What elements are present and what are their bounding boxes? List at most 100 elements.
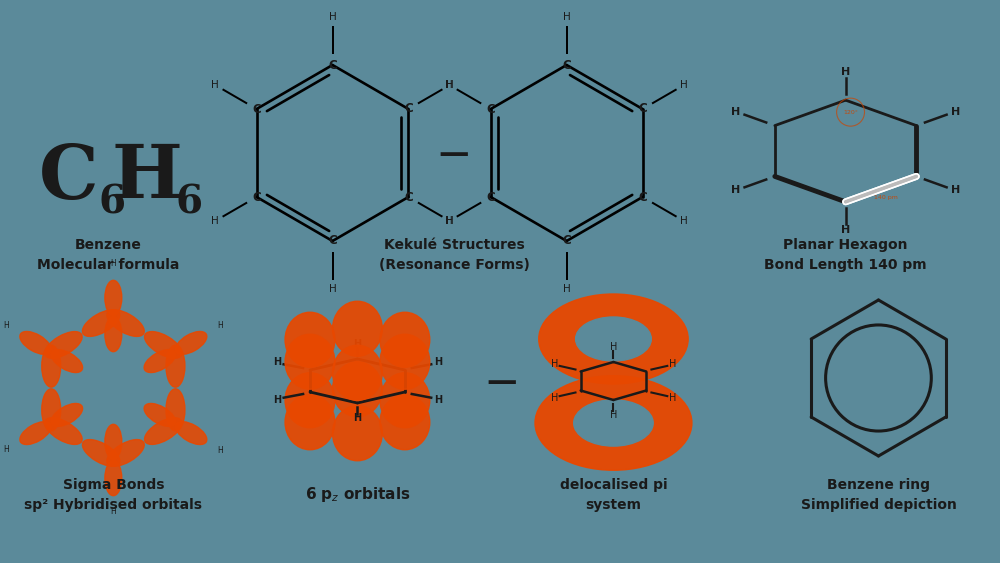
Text: H: H — [353, 338, 361, 348]
Text: H: H — [110, 507, 116, 516]
Text: H: H — [111, 141, 182, 215]
Text: Benzene
Molecular formula: Benzene Molecular formula — [37, 238, 180, 272]
Ellipse shape — [285, 334, 335, 389]
Text: 120°: 120° — [843, 110, 858, 115]
Ellipse shape — [539, 294, 688, 384]
Text: H: H — [329, 284, 336, 294]
Ellipse shape — [144, 350, 175, 373]
Text: C: C — [328, 235, 337, 248]
Text: C: C — [638, 190, 647, 203]
Text: C: C — [486, 190, 495, 203]
Ellipse shape — [105, 461, 122, 495]
Text: H: H — [445, 80, 453, 90]
Text: H: H — [273, 395, 281, 405]
Ellipse shape — [380, 334, 430, 389]
Ellipse shape — [51, 350, 83, 373]
Text: C: C — [486, 102, 495, 115]
Text: 6: 6 — [98, 184, 126, 222]
Ellipse shape — [42, 389, 61, 431]
Ellipse shape — [82, 310, 120, 337]
Text: H: H — [610, 410, 617, 420]
Ellipse shape — [45, 418, 82, 444]
Text: Benzene ring
Simplified depiction: Benzene ring Simplified depiction — [801, 478, 956, 512]
Ellipse shape — [42, 345, 61, 387]
Text: H: H — [217, 321, 223, 330]
Text: H: H — [434, 395, 442, 405]
Ellipse shape — [285, 395, 335, 450]
Text: —: — — [439, 138, 469, 168]
Ellipse shape — [144, 404, 175, 426]
Text: H: H — [551, 393, 558, 403]
Ellipse shape — [333, 406, 382, 461]
Ellipse shape — [82, 440, 120, 466]
Ellipse shape — [285, 312, 335, 367]
Ellipse shape — [175, 332, 207, 354]
Text: H: H — [841, 67, 850, 77]
Text: —: — — [487, 367, 517, 395]
Ellipse shape — [20, 422, 51, 445]
Text: H: H — [680, 80, 688, 90]
Ellipse shape — [535, 376, 692, 470]
Text: delocalised pi
system: delocalised pi system — [560, 478, 667, 512]
Ellipse shape — [380, 373, 430, 428]
Text: H: H — [841, 225, 850, 235]
Ellipse shape — [105, 280, 122, 315]
Ellipse shape — [175, 422, 207, 445]
Ellipse shape — [51, 404, 83, 426]
Ellipse shape — [333, 301, 382, 356]
Text: C: C — [39, 141, 98, 215]
Text: H: H — [3, 321, 9, 330]
Ellipse shape — [333, 345, 382, 400]
Ellipse shape — [333, 362, 382, 417]
Text: C: C — [252, 190, 261, 203]
Text: H: H — [669, 359, 676, 369]
Text: C: C — [562, 235, 571, 248]
Text: H: H — [3, 445, 9, 454]
Ellipse shape — [107, 440, 144, 466]
Ellipse shape — [576, 317, 651, 361]
Text: H: H — [329, 12, 336, 21]
Text: H: H — [445, 216, 453, 226]
Ellipse shape — [105, 317, 122, 352]
Text: H: H — [110, 260, 116, 269]
Ellipse shape — [166, 389, 185, 431]
Text: C: C — [252, 102, 261, 115]
Text: 140 pm: 140 pm — [874, 195, 898, 200]
Ellipse shape — [166, 345, 185, 387]
Text: H: H — [551, 359, 558, 369]
Text: H: H — [680, 216, 688, 226]
Ellipse shape — [105, 425, 122, 459]
Text: Sigma Bonds
sp² Hybridised orbitals: Sigma Bonds sp² Hybridised orbitals — [24, 478, 202, 512]
Text: H: H — [610, 342, 617, 352]
Text: H: H — [446, 216, 454, 226]
Ellipse shape — [574, 400, 653, 446]
Text: C: C — [404, 190, 413, 203]
Text: 6 p$_z$ orbitals: 6 p$_z$ orbitals — [305, 485, 410, 504]
Text: H: H — [217, 445, 223, 454]
Ellipse shape — [145, 332, 182, 358]
Text: H: H — [951, 106, 960, 117]
Text: H: H — [669, 393, 676, 403]
Text: 6: 6 — [175, 184, 202, 222]
Ellipse shape — [380, 312, 430, 367]
Text: H: H — [446, 80, 454, 90]
Ellipse shape — [45, 332, 82, 358]
Text: H: H — [731, 106, 741, 117]
Text: H: H — [563, 12, 571, 21]
Text: C: C — [562, 59, 571, 72]
Text: H: H — [353, 413, 361, 423]
Text: H: H — [434, 358, 442, 367]
Text: H: H — [273, 358, 281, 367]
Text: H: H — [211, 216, 219, 226]
Ellipse shape — [145, 418, 182, 444]
Text: C: C — [404, 102, 413, 115]
Ellipse shape — [20, 332, 51, 354]
Text: Planar Hexagon
Bond Length 140 pm: Planar Hexagon Bond Length 140 pm — [764, 238, 927, 272]
Text: H: H — [211, 80, 219, 90]
Text: H: H — [563, 284, 571, 294]
Ellipse shape — [107, 310, 144, 337]
Text: Kekulé Structures
(Resonance Forms): Kekulé Structures (Resonance Forms) — [379, 238, 529, 272]
Text: C: C — [638, 102, 647, 115]
Text: C: C — [328, 59, 337, 72]
Ellipse shape — [285, 373, 335, 428]
